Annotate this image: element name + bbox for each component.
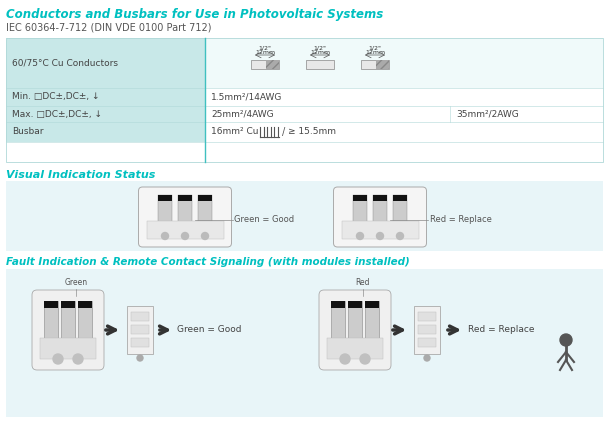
Circle shape: [73, 354, 83, 364]
Bar: [393, 195, 407, 227]
Bar: [331, 301, 345, 343]
Bar: [6, 269, 603, 417]
Text: Conductors and Busbars for Use in Photovoltaic Systems: Conductors and Busbars for Use in Photov…: [6, 8, 383, 21]
Bar: [61, 301, 75, 343]
Text: ≥ 15.5mm: ≥ 15.5mm: [288, 128, 336, 137]
Bar: [158, 195, 172, 201]
Bar: [131, 312, 149, 321]
Circle shape: [340, 354, 350, 364]
FancyBboxPatch shape: [138, 187, 231, 247]
Text: Red: Red: [356, 278, 370, 287]
Bar: [353, 195, 367, 201]
Bar: [376, 60, 389, 69]
Bar: [251, 60, 279, 69]
Text: Green: Green: [65, 278, 88, 287]
Text: 12mm: 12mm: [255, 50, 275, 55]
Bar: [418, 325, 436, 334]
Bar: [6, 106, 205, 122]
Text: 60/75°C Cu Conductors: 60/75°C Cu Conductors: [12, 59, 118, 67]
Text: 1/2": 1/2": [314, 45, 326, 50]
Bar: [306, 60, 334, 69]
Circle shape: [360, 354, 370, 364]
Circle shape: [356, 232, 364, 240]
Text: Max. □DC±,DC±, ↓: Max. □DC±,DC±, ↓: [12, 109, 102, 118]
Bar: [61, 301, 75, 308]
Bar: [6, 38, 205, 88]
Bar: [361, 60, 389, 69]
Bar: [6, 122, 205, 142]
Text: 12mm: 12mm: [310, 50, 330, 55]
Circle shape: [424, 355, 430, 361]
Circle shape: [137, 355, 143, 361]
Bar: [198, 195, 212, 227]
Text: /: /: [282, 127, 285, 137]
Bar: [205, 88, 603, 106]
Circle shape: [560, 334, 572, 346]
Text: Visual Indication Status: Visual Indication Status: [6, 170, 155, 180]
Bar: [418, 338, 436, 347]
Text: 16mm² Cu: 16mm² Cu: [211, 128, 258, 137]
Bar: [205, 106, 603, 122]
Bar: [266, 60, 279, 69]
Circle shape: [181, 232, 189, 240]
Circle shape: [396, 232, 404, 240]
Text: 1/2": 1/2": [368, 45, 381, 50]
Bar: [127, 306, 153, 354]
FancyBboxPatch shape: [334, 187, 426, 247]
Bar: [178, 195, 192, 201]
Text: 25mm²/4AWG: 25mm²/4AWG: [211, 109, 273, 118]
Text: Fault Indication & Remote Contact Signaling (with modules installed): Fault Indication & Remote Contact Signal…: [6, 257, 410, 267]
FancyBboxPatch shape: [32, 290, 104, 370]
Text: Green = Good: Green = Good: [177, 326, 242, 335]
Bar: [205, 38, 603, 88]
Text: 1.5mm²/14AWG: 1.5mm²/14AWG: [211, 92, 283, 101]
Text: Green = Good: Green = Good: [234, 215, 295, 224]
Circle shape: [202, 232, 208, 240]
Bar: [131, 325, 149, 334]
Text: 35mm²/2AWG: 35mm²/2AWG: [456, 109, 519, 118]
Bar: [373, 195, 387, 227]
Bar: [6, 88, 205, 106]
Circle shape: [161, 232, 169, 240]
FancyBboxPatch shape: [319, 290, 391, 370]
Bar: [365, 301, 379, 308]
Bar: [342, 221, 418, 239]
Bar: [44, 301, 58, 343]
Bar: [198, 195, 212, 201]
Bar: [418, 312, 436, 321]
Bar: [6, 181, 603, 251]
Text: Red = Replace: Red = Replace: [468, 326, 535, 335]
Bar: [414, 306, 440, 354]
Bar: [348, 301, 362, 308]
Bar: [78, 301, 92, 343]
Bar: [40, 338, 96, 359]
Text: 1/2": 1/2": [258, 45, 272, 50]
Bar: [178, 195, 192, 227]
Bar: [158, 195, 172, 227]
Circle shape: [376, 232, 384, 240]
Bar: [6, 38, 603, 162]
Bar: [373, 195, 387, 201]
Text: Busbar: Busbar: [12, 128, 43, 137]
Bar: [365, 301, 379, 343]
Text: 12mm: 12mm: [365, 50, 385, 55]
Text: Min. □DC±,DC±, ↓: Min. □DC±,DC±, ↓: [12, 92, 99, 101]
Bar: [327, 338, 383, 359]
Bar: [205, 122, 603, 142]
Text: IEC 60364-7-712 (DIN VDE 0100 Part 712): IEC 60364-7-712 (DIN VDE 0100 Part 712): [6, 22, 211, 32]
Circle shape: [53, 354, 63, 364]
Bar: [131, 338, 149, 347]
Bar: [78, 301, 92, 308]
Text: Red = Replace: Red = Replace: [429, 215, 491, 224]
Bar: [348, 301, 362, 343]
Bar: [331, 301, 345, 308]
Bar: [353, 195, 367, 227]
Bar: [147, 221, 224, 239]
Bar: [393, 195, 407, 201]
Bar: [44, 301, 58, 308]
